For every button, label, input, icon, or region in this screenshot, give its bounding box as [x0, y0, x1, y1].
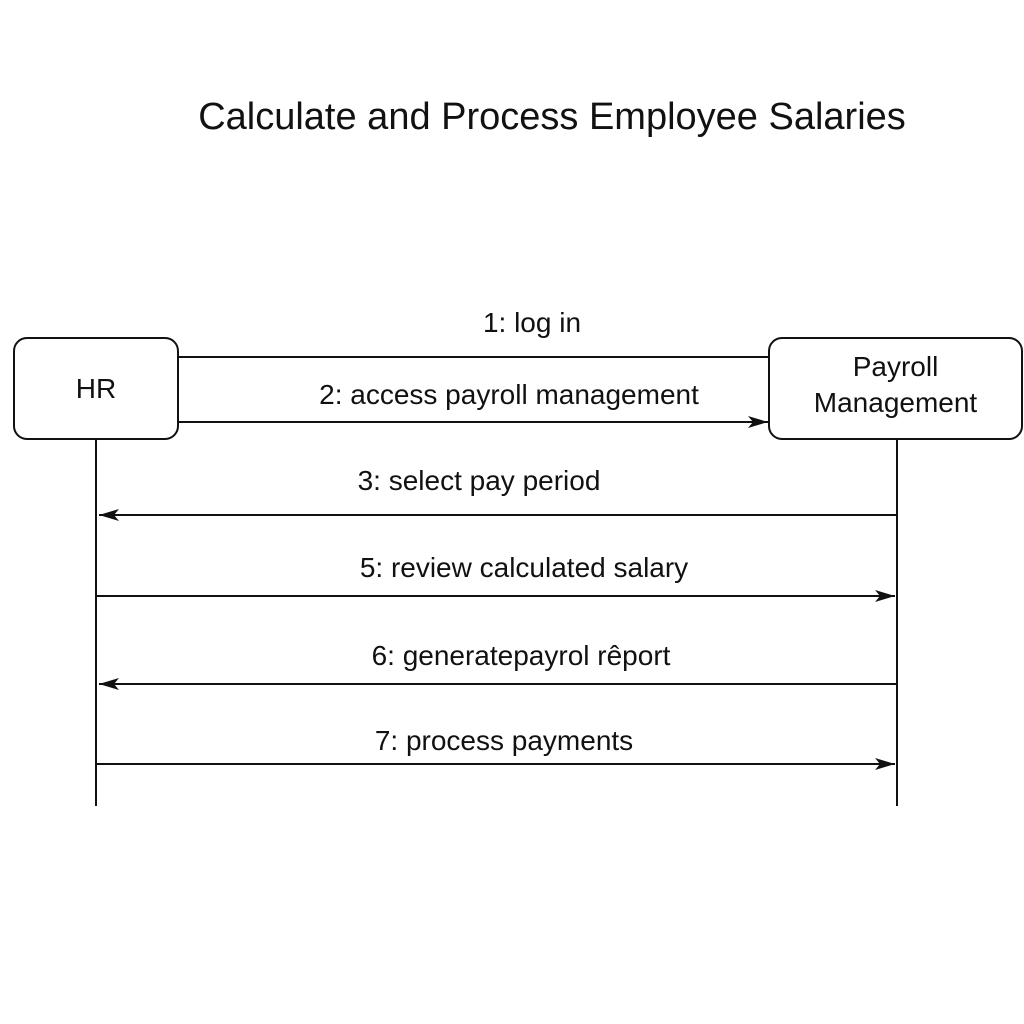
participant-hr-box: HR: [13, 337, 179, 440]
message-6-label: 6: generatepayrol rêport: [371, 640, 671, 671]
participant-payroll-box: Payroll Management: [768, 337, 1023, 440]
message-2-label: 2: access payroll management: [319, 379, 699, 410]
participant-hr-label: HR: [75, 372, 117, 404]
message-1-label: 1: log in: [482, 307, 582, 338]
message-3-label: 3: select pay period: [357, 465, 601, 496]
message-5-label: 5: review calculated salary: [359, 552, 689, 583]
message-7-label: 7: process payments: [374, 725, 634, 756]
diagram-title: Calculate and Process Employee Salaries: [198, 96, 906, 138]
participant-payroll-label: Payroll Management: [813, 350, 978, 418]
